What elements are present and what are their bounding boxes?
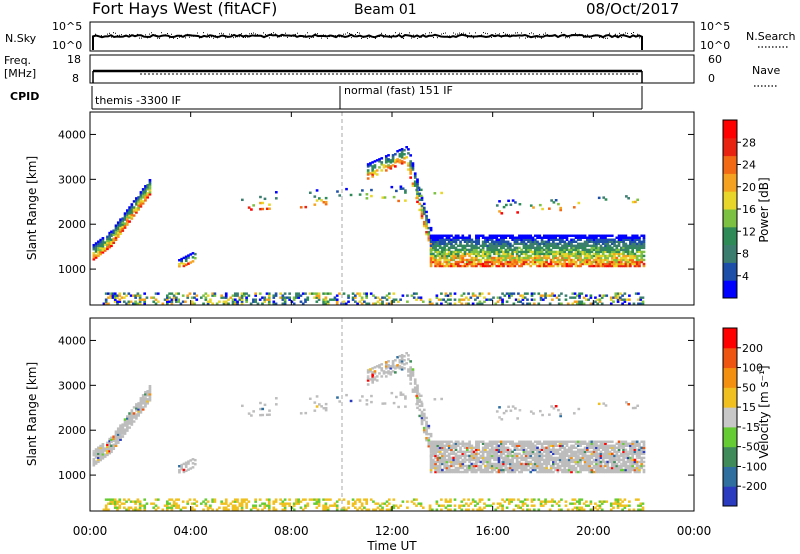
nsearch-tick-high: 10^5	[700, 20, 730, 33]
colorbar-tick-label: 28	[742, 136, 756, 149]
velocity-y-label: Slant Range [km]	[25, 362, 39, 466]
cpid-label: CPID	[10, 90, 39, 103]
nsky-tick-high: 10^5	[52, 20, 82, 33]
freq-label: Freq.	[4, 54, 31, 67]
x-tick-label: 00:00	[73, 524, 108, 538]
colorbar-swatch	[723, 486, 737, 507]
colorbar-tick-label: 8	[742, 248, 749, 261]
nsky-trace	[92, 33, 643, 50]
y-tick-label: 1000	[58, 469, 86, 482]
colorbar-tick-label: -100	[742, 460, 767, 473]
nsearch-label: N.Search	[746, 30, 796, 43]
x-tick-label: 20:00	[576, 524, 611, 538]
beam-title: Beam 01	[354, 2, 417, 18]
colorbar-swatch	[723, 367, 737, 388]
station-title: Fort Hays West (fitACF)	[92, 0, 277, 18]
nsearch-trace	[95, 32, 640, 39]
y-tick-label: 2000	[58, 218, 86, 231]
power-y-axis: 4000 3000 2000 1000	[58, 128, 694, 276]
colorbar-swatch	[723, 387, 737, 408]
y-tick-label: 4000	[58, 334, 86, 347]
nsky-tick-low: 10^0	[52, 39, 82, 52]
nsky-panel-frame	[89, 21, 695, 52]
y-tick-label: 3000	[58, 173, 86, 186]
colorbar-swatch	[723, 466, 737, 487]
colorbar-tick-label: 20	[742, 181, 756, 194]
x-tick-label: 00:00	[677, 524, 712, 538]
x-tick-label: 12:00	[375, 524, 410, 538]
colorbar-tick-label: 12	[742, 225, 756, 238]
colorbar-swatch	[723, 155, 737, 174]
colorbar-swatch	[723, 426, 737, 448]
colorbar-tick-label: 100	[742, 362, 763, 375]
power-y-label: Slant Range [km]	[25, 156, 39, 260]
cpid-segment-normal: normal (fast) 151 IF	[344, 84, 453, 97]
x-tick-label: 04:00	[173, 524, 208, 538]
freq-tick-high: 18	[67, 53, 81, 66]
nsearch-tick-low: 10^0	[700, 39, 730, 52]
colorbar-tick-label: -15	[742, 421, 760, 434]
colorbar-swatch	[723, 173, 737, 192]
colorbar-swatch	[723, 226, 737, 246]
freq-tick-low: 8	[72, 72, 79, 85]
nave-label: Nave	[752, 64, 780, 77]
velocity-panel-frame	[89, 317, 695, 512]
colorbar-swatch	[723, 191, 737, 210]
velocity-y-axis: 4000 3000 2000 1000	[58, 334, 694, 482]
date-title: 08/Oct/2017	[586, 0, 679, 18]
nave-tick-high: 60	[708, 53, 722, 66]
colorbar-tick-label: 4	[742, 270, 749, 283]
power-colorbar: 28 24 20 16 12 8 4	[722, 119, 756, 299]
colorbar-tick-label: 200	[742, 342, 763, 355]
nsky-label: N.Sky	[5, 32, 37, 45]
time-x-axis: 00:00 04:00 08:00 12:00 16:00 20:00 00:00	[73, 112, 712, 538]
velocity-heatmap	[92, 351, 646, 511]
y-tick-label: 4000	[58, 128, 86, 141]
colorbar-swatch	[723, 262, 737, 281]
colorbar-swatch	[723, 328, 737, 349]
colorbar-swatch	[723, 347, 737, 369]
colorbar-tick-label: 24	[742, 159, 756, 172]
colorbar-swatch	[723, 280, 737, 299]
cpid-segment-themis: themis -3300 IF	[95, 94, 181, 107]
x-tick-label: 08:00	[274, 524, 309, 538]
y-tick-label: 1000	[58, 263, 86, 276]
colorbar-tick-label: -200	[742, 480, 767, 493]
power-colorbar-label: Power [dB]	[757, 177, 771, 242]
y-tick-label: 3000	[58, 379, 86, 392]
colorbar-swatch	[723, 244, 737, 263]
freq-panel-frame	[89, 54, 695, 84]
y-tick-label: 2000	[58, 424, 86, 437]
nave-tick-low: 0	[708, 72, 715, 85]
colorbar-swatch	[723, 120, 737, 139]
x-tick-label: 16:00	[475, 524, 510, 538]
colorbar-swatch	[723, 446, 737, 467]
velocity-colorbar-label: Velocity [m s⁻¹]	[757, 365, 771, 458]
power-heatmap	[92, 145, 646, 305]
colorbar-tick-label: -50	[742, 441, 760, 454]
power-panel-frame	[89, 111, 695, 306]
x-axis-label: Time UT	[366, 539, 417, 553]
colorbar-tick-label: 16	[742, 203, 756, 216]
freq-unit: [MHz]	[4, 67, 36, 80]
colorbar-swatch	[723, 407, 737, 428]
velocity-colorbar: 200 100 50 15 -15 -50 -100 -200	[722, 327, 767, 507]
colorbar-tick-label: 50	[742, 381, 756, 394]
colorbar-swatch	[723, 209, 737, 228]
colorbar-tick-label: 15	[742, 401, 756, 414]
colorbar-swatch	[723, 137, 737, 157]
